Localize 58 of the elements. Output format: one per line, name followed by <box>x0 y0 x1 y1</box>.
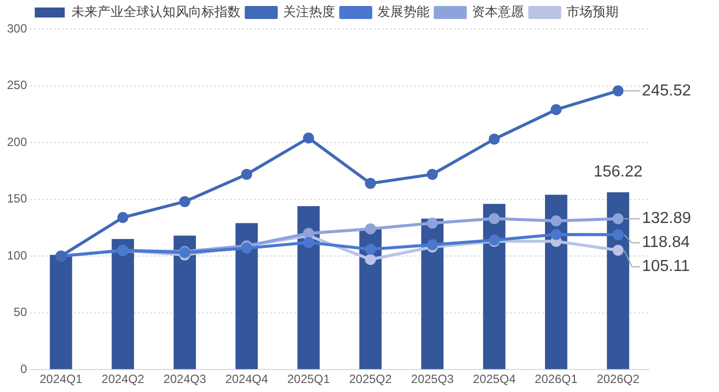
x-tick-label: 2026Q1 <box>534 372 578 386</box>
x-tick-label: 2025Q3 <box>411 372 454 386</box>
point <box>241 242 252 254</box>
point <box>364 254 376 265</box>
point <box>550 228 562 240</box>
point <box>241 168 252 180</box>
point <box>550 215 562 226</box>
x-tick-label: 2025Q2 <box>349 372 392 386</box>
legend-label: 资本意愿 <box>472 4 524 20</box>
point <box>364 223 376 234</box>
y-tick-label: 50 <box>14 305 28 320</box>
legend-label: 关注热度 <box>282 4 335 20</box>
y-tick-label: 250 <box>6 78 28 92</box>
y-tick-label: 0 <box>20 362 28 376</box>
point <box>488 134 500 145</box>
data-label: 245.52 <box>642 82 692 100</box>
legend-label: 发展势能 <box>377 4 430 20</box>
point <box>488 213 500 224</box>
point <box>364 178 376 189</box>
y-tick-label: 150 <box>6 192 28 206</box>
data-label: 118.84 <box>642 234 690 252</box>
point <box>612 213 624 224</box>
data-label: 156.22 <box>594 164 643 181</box>
point <box>426 168 438 180</box>
y-tick-label: 200 <box>6 134 28 149</box>
y-tick-label: 100 <box>6 248 28 262</box>
legend-label: 未来产业全球认知风向标指数 <box>71 4 240 20</box>
point <box>612 244 624 256</box>
bar <box>545 194 568 370</box>
y-tick-label: 300 <box>6 21 28 36</box>
bar <box>50 254 72 370</box>
bar <box>236 223 258 370</box>
legend-label: 市场预期 <box>566 4 618 20</box>
x-tick-label: 2024Q2 <box>102 372 145 386</box>
data-label: 132.89 <box>642 210 692 228</box>
bar <box>174 236 196 370</box>
x-tick-label: 2025Q4 <box>472 372 516 386</box>
x-tick-label: 2026Q2 <box>596 372 640 386</box>
bar <box>606 192 630 370</box>
point <box>303 236 314 248</box>
bar <box>483 204 506 370</box>
point <box>303 228 314 239</box>
x-tick-label: 2024Q1 <box>40 372 83 386</box>
bar <box>297 206 320 370</box>
point <box>612 229 624 240</box>
point <box>303 132 314 144</box>
x-tick-label: 2024Q4 <box>225 372 268 386</box>
bar <box>112 239 134 370</box>
x-tick-label: 2025Q1 <box>287 372 330 386</box>
point <box>426 218 438 229</box>
bar <box>421 218 444 370</box>
point <box>179 196 190 208</box>
point <box>550 104 562 116</box>
data-label: 105.11 <box>642 258 690 276</box>
point <box>364 244 376 255</box>
point <box>612 85 624 96</box>
x-tick-label: 2024Q3 <box>163 372 206 386</box>
point <box>117 212 128 223</box>
